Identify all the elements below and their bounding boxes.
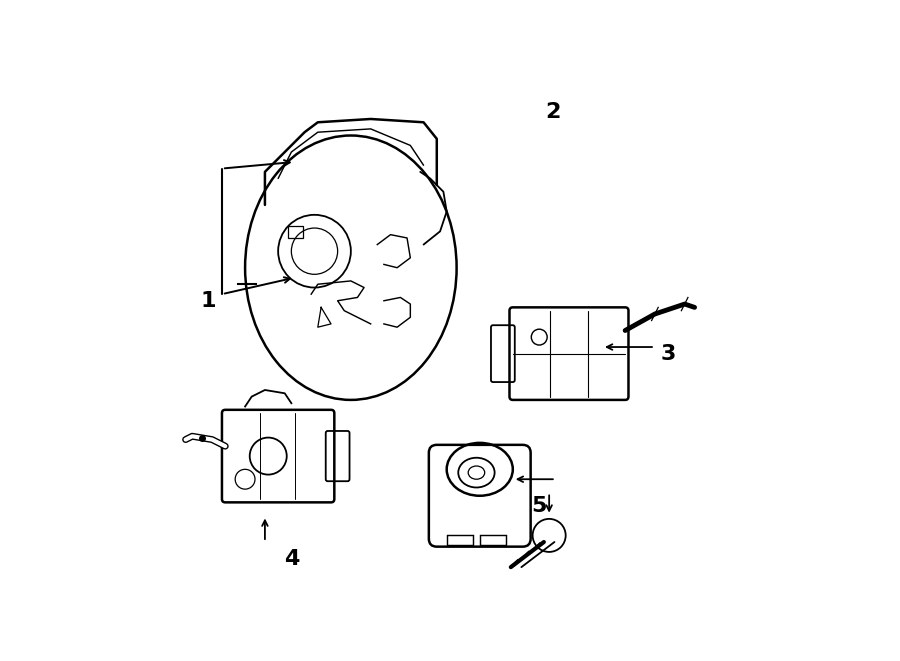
Text: 3: 3 [661, 344, 676, 364]
Text: 5: 5 [532, 496, 547, 516]
Text: 2: 2 [544, 102, 560, 122]
Text: 4: 4 [284, 549, 299, 568]
Text: 1: 1 [201, 291, 217, 311]
